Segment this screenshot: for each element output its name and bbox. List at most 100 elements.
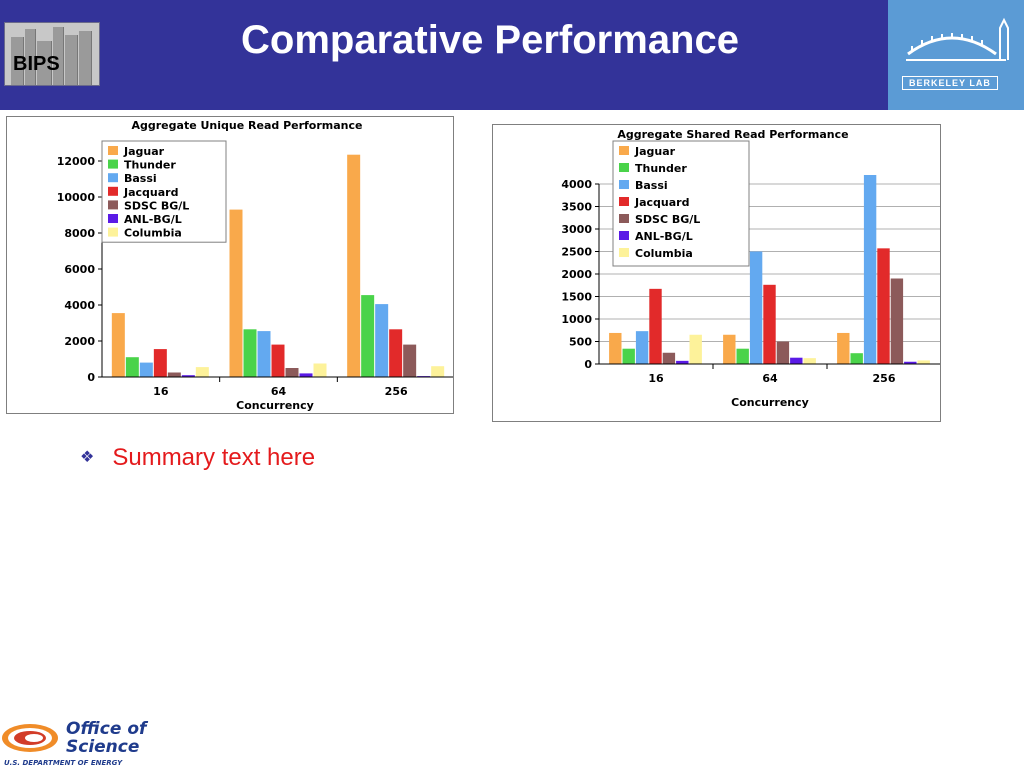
- bar-columbia: [803, 358, 816, 364]
- legend-swatch: [108, 227, 118, 237]
- office-of-science-logo: Office of Science U.S. DEPARTMENT OF ENE…: [0, 712, 160, 768]
- legend-swatch: [108, 173, 118, 183]
- legend-label: Jaguar: [123, 145, 165, 158]
- bar-columbia: [917, 360, 930, 364]
- bar-anl-bg-l: [790, 357, 803, 364]
- bar-thunder: [622, 348, 635, 364]
- x-axis-label: Concurrency: [236, 399, 314, 412]
- slide-header: BIPS Comparative Performance: [0, 0, 888, 110]
- legend-swatch: [108, 186, 118, 196]
- unique-read-chart-svg: Aggregate Unique Read Performance 0 2000 40…: [57, 119, 455, 412]
- shared-read-chart-svg: Aggregate Shared Read Performance 0 500 100…: [561, 128, 941, 409]
- legend-label: SDSC BG/L: [635, 213, 700, 226]
- bar-sdsc-bg-l: [285, 368, 299, 377]
- y-tick-label: 8000: [64, 227, 95, 240]
- doe-swirl-icon: [2, 724, 58, 752]
- y-tick-label: 1000: [561, 313, 592, 326]
- bar-jaguar: [609, 332, 622, 364]
- bips-logo: BIPS: [4, 22, 100, 86]
- x-tick-label: 16: [648, 372, 664, 385]
- y-tick-label: 6000: [64, 263, 95, 276]
- y-tick-label: 4000: [64, 299, 95, 312]
- bips-logo-text: BIPS: [13, 53, 60, 75]
- y-tick-label: 0: [584, 358, 592, 371]
- summary-item: ❖ Summary text here: [80, 444, 315, 472]
- bar-bassi: [375, 304, 389, 377]
- bar-jacquard: [271, 344, 285, 377]
- legend-swatch: [619, 231, 629, 240]
- bar-jaguar: [723, 334, 736, 364]
- bar-thunder: [850, 353, 863, 364]
- y-tick-label: 2000: [561, 268, 592, 281]
- berkeley-lab-building-icon: [906, 17, 1009, 61]
- legend-label: ANL-BG/L: [635, 230, 693, 243]
- y-tick-label: 3500: [561, 201, 592, 214]
- y-tick-label: 2500: [561, 246, 592, 259]
- x-axis-label: Concurrency: [731, 396, 809, 409]
- bar-sdsc-bg-l: [662, 352, 676, 364]
- legend-swatch: [619, 214, 629, 223]
- x-tick-label: 64: [762, 372, 778, 385]
- unique-read-chart: Aggregate Unique Read Performance 0 2000 40…: [6, 116, 455, 414]
- legend-swatch: [619, 146, 629, 155]
- legend-label: Jacquard: [634, 196, 689, 209]
- legend-label: Thunder: [124, 159, 176, 172]
- legend-box: [612, 140, 750, 267]
- bar-bassi: [863, 175, 877, 364]
- summary-text: Summary text here: [112, 444, 316, 471]
- x-tick-label: 256: [873, 372, 896, 385]
- y-tick-label: 3000: [561, 223, 592, 236]
- bar-thunder: [736, 348, 749, 364]
- bar-jaguar: [111, 313, 125, 377]
- legend-box: [101, 140, 227, 243]
- legend-swatch: [108, 200, 118, 210]
- legend-swatch: [619, 248, 629, 257]
- bar-anl-bg-l: [181, 375, 195, 377]
- bar-anl-bg-l: [299, 373, 313, 377]
- legend-label: Bassi: [635, 179, 668, 192]
- shared-read-chart: Aggregate Shared Read Performance 0 500 100…: [492, 124, 941, 422]
- bar-columbia: [689, 334, 702, 364]
- legend-swatch: [619, 180, 629, 189]
- berkeley-lab-logo: BERKELEY LAB: [888, 0, 1024, 110]
- y-tick-label: 1500: [561, 291, 592, 304]
- bar-anl-bg-l: [904, 361, 917, 364]
- page-title: Comparative Performance: [241, 18, 739, 62]
- bar-bassi: [257, 331, 271, 377]
- legend-label: Columbia: [635, 247, 693, 260]
- bar-thunder: [125, 357, 139, 377]
- bar-bassi: [139, 362, 153, 377]
- y-tick-label: 4000: [561, 178, 592, 191]
- chart-title: Aggregate Unique Read Performance: [132, 119, 363, 132]
- bar-jaguar: [837, 332, 850, 364]
- y-tick-label: 500: [569, 336, 592, 349]
- office-line1: Office of: [66, 719, 149, 739]
- x-tick-label: 256: [385, 385, 408, 398]
- legend-label: ANL-BG/L: [124, 213, 182, 226]
- bar-sdsc-bg-l: [167, 372, 181, 377]
- chart-title: Aggregate Shared Read Performance: [617, 128, 848, 141]
- bar-jacquard: [763, 284, 776, 364]
- x-tick-label: 16: [153, 385, 169, 398]
- legend-swatch: [108, 159, 118, 169]
- y-tick-label: 2000: [64, 335, 95, 348]
- office-line2: Science: [66, 737, 139, 757]
- bar-jaguar: [229, 209, 243, 377]
- diamond-bullet-icon: ❖: [80, 449, 95, 466]
- bar-jacquard: [877, 248, 890, 364]
- y-tick-label: 0: [87, 371, 95, 384]
- bar-columbia: [195, 367, 209, 377]
- legend-label: Bassi: [124, 172, 157, 185]
- legend-label: Jaguar: [634, 145, 676, 158]
- y-tick-label: 12000: [57, 155, 96, 168]
- bar-jacquard: [153, 349, 167, 377]
- legend-swatch: [108, 146, 118, 155]
- bar-jacquard: [649, 288, 662, 364]
- bar-columbia: [431, 366, 445, 377]
- legend-label: Thunder: [635, 162, 687, 175]
- berkeley-lab-text: BERKELEY LAB: [902, 76, 998, 90]
- bar-jaguar: [347, 154, 361, 377]
- bar-thunder: [361, 295, 375, 377]
- legend-label: Jacquard: [123, 186, 178, 199]
- legend-swatch: [108, 214, 118, 223]
